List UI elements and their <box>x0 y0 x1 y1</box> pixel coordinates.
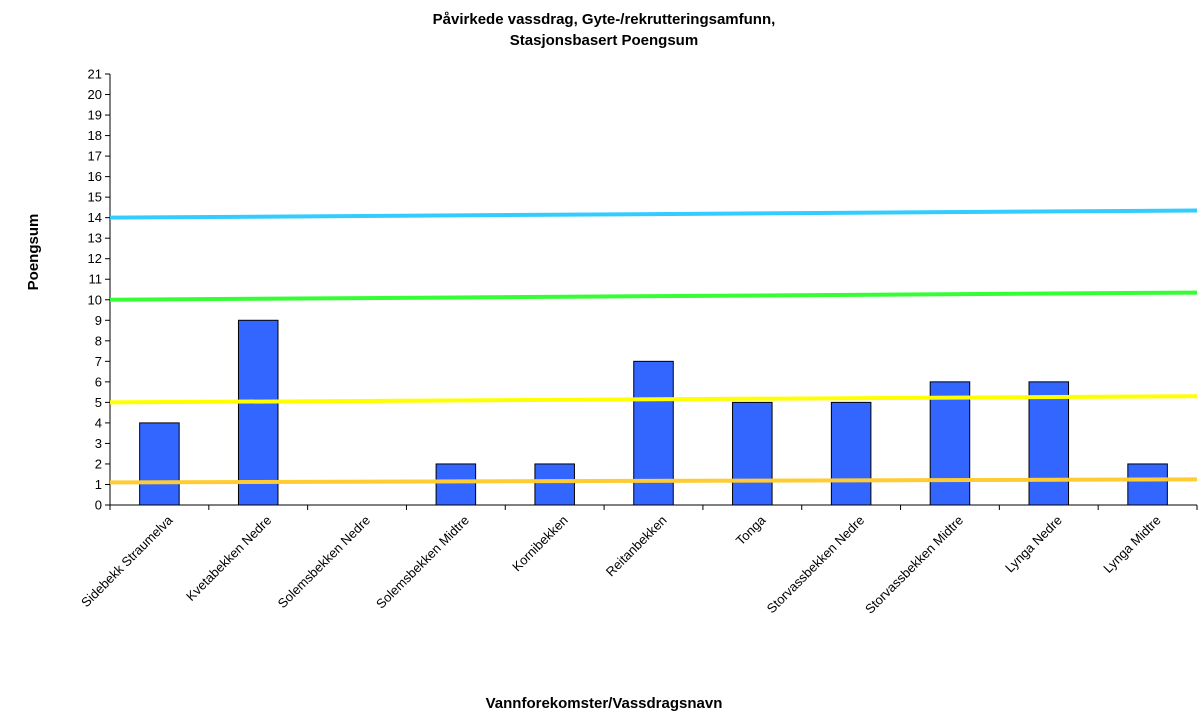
y-tick-label: 5 <box>95 395 102 410</box>
reference-line <box>109 290 1198 302</box>
chart-title-line-2: Stasjonsbasert Poengsum <box>510 32 698 49</box>
y-tick-label: 18 <box>88 128 102 143</box>
x-category-label: Reitanbekken <box>603 513 670 580</box>
x-category-label: Tonga <box>733 512 769 548</box>
y-tick-label: 20 <box>88 87 102 102</box>
reference-line <box>109 477 1198 485</box>
bar <box>830 401 872 506</box>
y-tick-label: 8 <box>95 333 102 348</box>
x-category-label: Kornibekken <box>509 513 571 575</box>
y-tick-label: 15 <box>88 190 102 205</box>
y-tick-label: 7 <box>95 354 102 369</box>
y-tick-label: 10 <box>88 292 102 307</box>
reference-line <box>109 394 1198 405</box>
bar <box>534 463 575 506</box>
x-category-label: Storvassbekken Nedre <box>764 513 868 617</box>
y-tick-label: 1 <box>95 477 102 492</box>
x-axis-title: Vannforekomster/Vassdragsnavn <box>486 695 723 712</box>
y-axis-title: Poengsum <box>25 214 42 291</box>
y-tick-label: 12 <box>88 251 102 266</box>
bar <box>435 463 477 506</box>
y-tick-label: 17 <box>88 149 102 164</box>
x-category-label: Solemsbekken Nedre <box>275 513 373 611</box>
y-tick-label: 6 <box>95 374 102 389</box>
x-category-label: Lynga Midtre <box>1100 513 1163 576</box>
y-tick-label: 16 <box>88 169 102 184</box>
reference-line <box>109 208 1198 220</box>
y-tick-label: 19 <box>88 108 102 123</box>
x-category-label: Solemsbekken Midtre <box>373 513 472 612</box>
plot-area: 0123456789101112131415161718192021Sidebe… <box>78 67 1198 617</box>
y-tick-label: 2 <box>95 456 102 471</box>
bar <box>1127 463 1168 506</box>
x-category-label: Storvassbekken Midtre <box>862 513 966 617</box>
y-tick-label: 14 <box>88 210 102 225</box>
x-category-label: Kvetabekken Nedre <box>183 513 274 604</box>
y-tick-label: 11 <box>89 272 103 287</box>
y-tick-label: 13 <box>88 231 102 246</box>
y-tick-label: 9 <box>95 313 102 328</box>
y-tick-label: 4 <box>95 415 102 430</box>
y-tick-label: 21 <box>88 67 102 82</box>
y-tick-label: 0 <box>95 498 102 513</box>
x-category-label: Lynga Nedre <box>1002 513 1065 576</box>
bar <box>237 319 279 506</box>
chart-title-line-1: Påvirkede vassdrag, Gyte-/rekrutteringsa… <box>433 11 776 28</box>
bar <box>139 422 180 506</box>
bar <box>732 401 773 506</box>
y-tick-label: 3 <box>95 436 102 451</box>
x-category-label: Sidebekk Straumelva <box>78 512 176 610</box>
bar <box>1028 381 1070 506</box>
bar <box>633 360 674 506</box>
bar <box>929 381 971 506</box>
